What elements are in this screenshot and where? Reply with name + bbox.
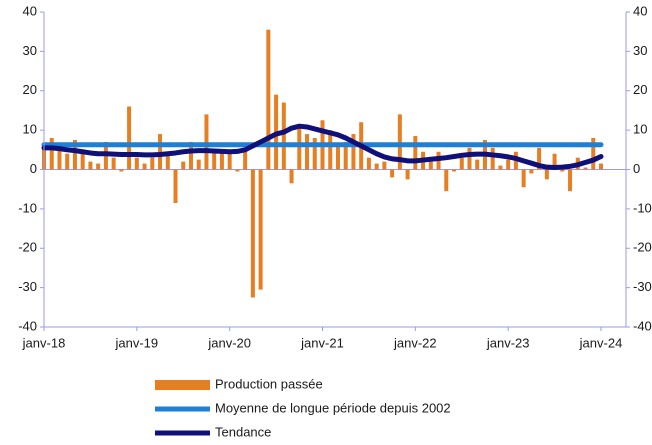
bar [150, 157, 155, 170]
y2-tick-label: -20 [633, 240, 652, 255]
y-tick-label: 30 [23, 43, 37, 58]
bar [181, 161, 186, 170]
bar [521, 169, 526, 188]
bar [134, 157, 139, 170]
bar [305, 134, 310, 170]
bar [65, 153, 70, 170]
bar [227, 153, 232, 170]
legend-label: Tendance [215, 424, 271, 439]
y-tick-label: -20 [18, 240, 37, 255]
y-tick-label: -30 [18, 279, 37, 294]
bar [173, 169, 178, 203]
legend-label: Production passée [215, 376, 323, 391]
y2-tick-label: 10 [633, 122, 647, 137]
bar [127, 106, 132, 170]
bar [475, 159, 480, 170]
bar [158, 134, 163, 170]
bar [351, 134, 356, 170]
bar [57, 149, 62, 170]
bar [467, 147, 472, 170]
bar [459, 157, 464, 170]
bar [560, 169, 565, 172]
bar [235, 169, 240, 172]
bar [366, 157, 371, 170]
bar [250, 169, 255, 298]
bar [498, 165, 503, 170]
bar [243, 149, 248, 170]
x-tick-label: janv-24 [579, 335, 623, 350]
y2-tick-label: -30 [633, 279, 652, 294]
y2-tick-label: 20 [633, 82, 647, 97]
x-tick-label: janv-21 [300, 335, 344, 350]
x-tick-label: janv-19 [115, 335, 159, 350]
bar [88, 161, 93, 170]
bar [196, 159, 201, 170]
bar [204, 114, 209, 170]
y-tick-label: 10 [23, 122, 37, 137]
bar [80, 153, 85, 170]
y-tick-label: -10 [18, 200, 37, 215]
bar [96, 163, 101, 170]
bar [490, 147, 495, 170]
bar [188, 141, 193, 170]
bar [552, 153, 557, 170]
bar [72, 139, 77, 170]
bar [537, 147, 542, 170]
line [41, 123, 604, 171]
bar [328, 130, 333, 170]
bar [119, 169, 124, 172]
bar [219, 149, 224, 170]
bar [583, 167, 588, 170]
bar [428, 161, 433, 170]
bar [397, 114, 402, 170]
bar [506, 159, 511, 170]
bar [374, 163, 379, 170]
bar [382, 161, 387, 170]
x-tick-label: janv-20 [207, 335, 251, 350]
bar [529, 169, 534, 174]
x-tick-label: janv-23 [486, 335, 530, 350]
bar [212, 151, 217, 170]
bar [335, 145, 340, 170]
x-tick-label: janv-18 [22, 335, 66, 350]
x-tick-label: janv-22 [393, 335, 437, 350]
bar [111, 157, 116, 170]
y-tick-label: 20 [23, 82, 37, 97]
bar [312, 138, 317, 170]
bar [544, 169, 549, 180]
legend-label: Moyenne de longue période depuis 2002 [215, 400, 451, 415]
y2-tick-label: -10 [633, 200, 652, 215]
bar [568, 169, 573, 192]
bar [165, 155, 170, 170]
legend-swatch [155, 380, 210, 390]
y2-tick-label: -40 [633, 318, 652, 333]
bar [591, 138, 596, 170]
bar [297, 126, 302, 170]
bar [289, 169, 294, 184]
y-tick-label: 0 [30, 161, 37, 176]
bar [142, 163, 147, 170]
bar [281, 102, 286, 170]
bar [413, 136, 418, 170]
y2-tick-label: 0 [633, 161, 640, 176]
bar [258, 169, 263, 290]
bar [444, 169, 449, 192]
bar [49, 138, 54, 170]
y2-tick-label: 40 [633, 3, 647, 18]
bar [405, 169, 410, 180]
bar [343, 141, 348, 170]
bar [266, 29, 271, 170]
y-tick-label: 40 [23, 3, 37, 18]
bar [452, 169, 457, 172]
bar [599, 163, 603, 170]
y2-tick-label: 30 [633, 43, 647, 58]
y-tick-label: -40 [18, 318, 37, 333]
bar [390, 169, 395, 178]
